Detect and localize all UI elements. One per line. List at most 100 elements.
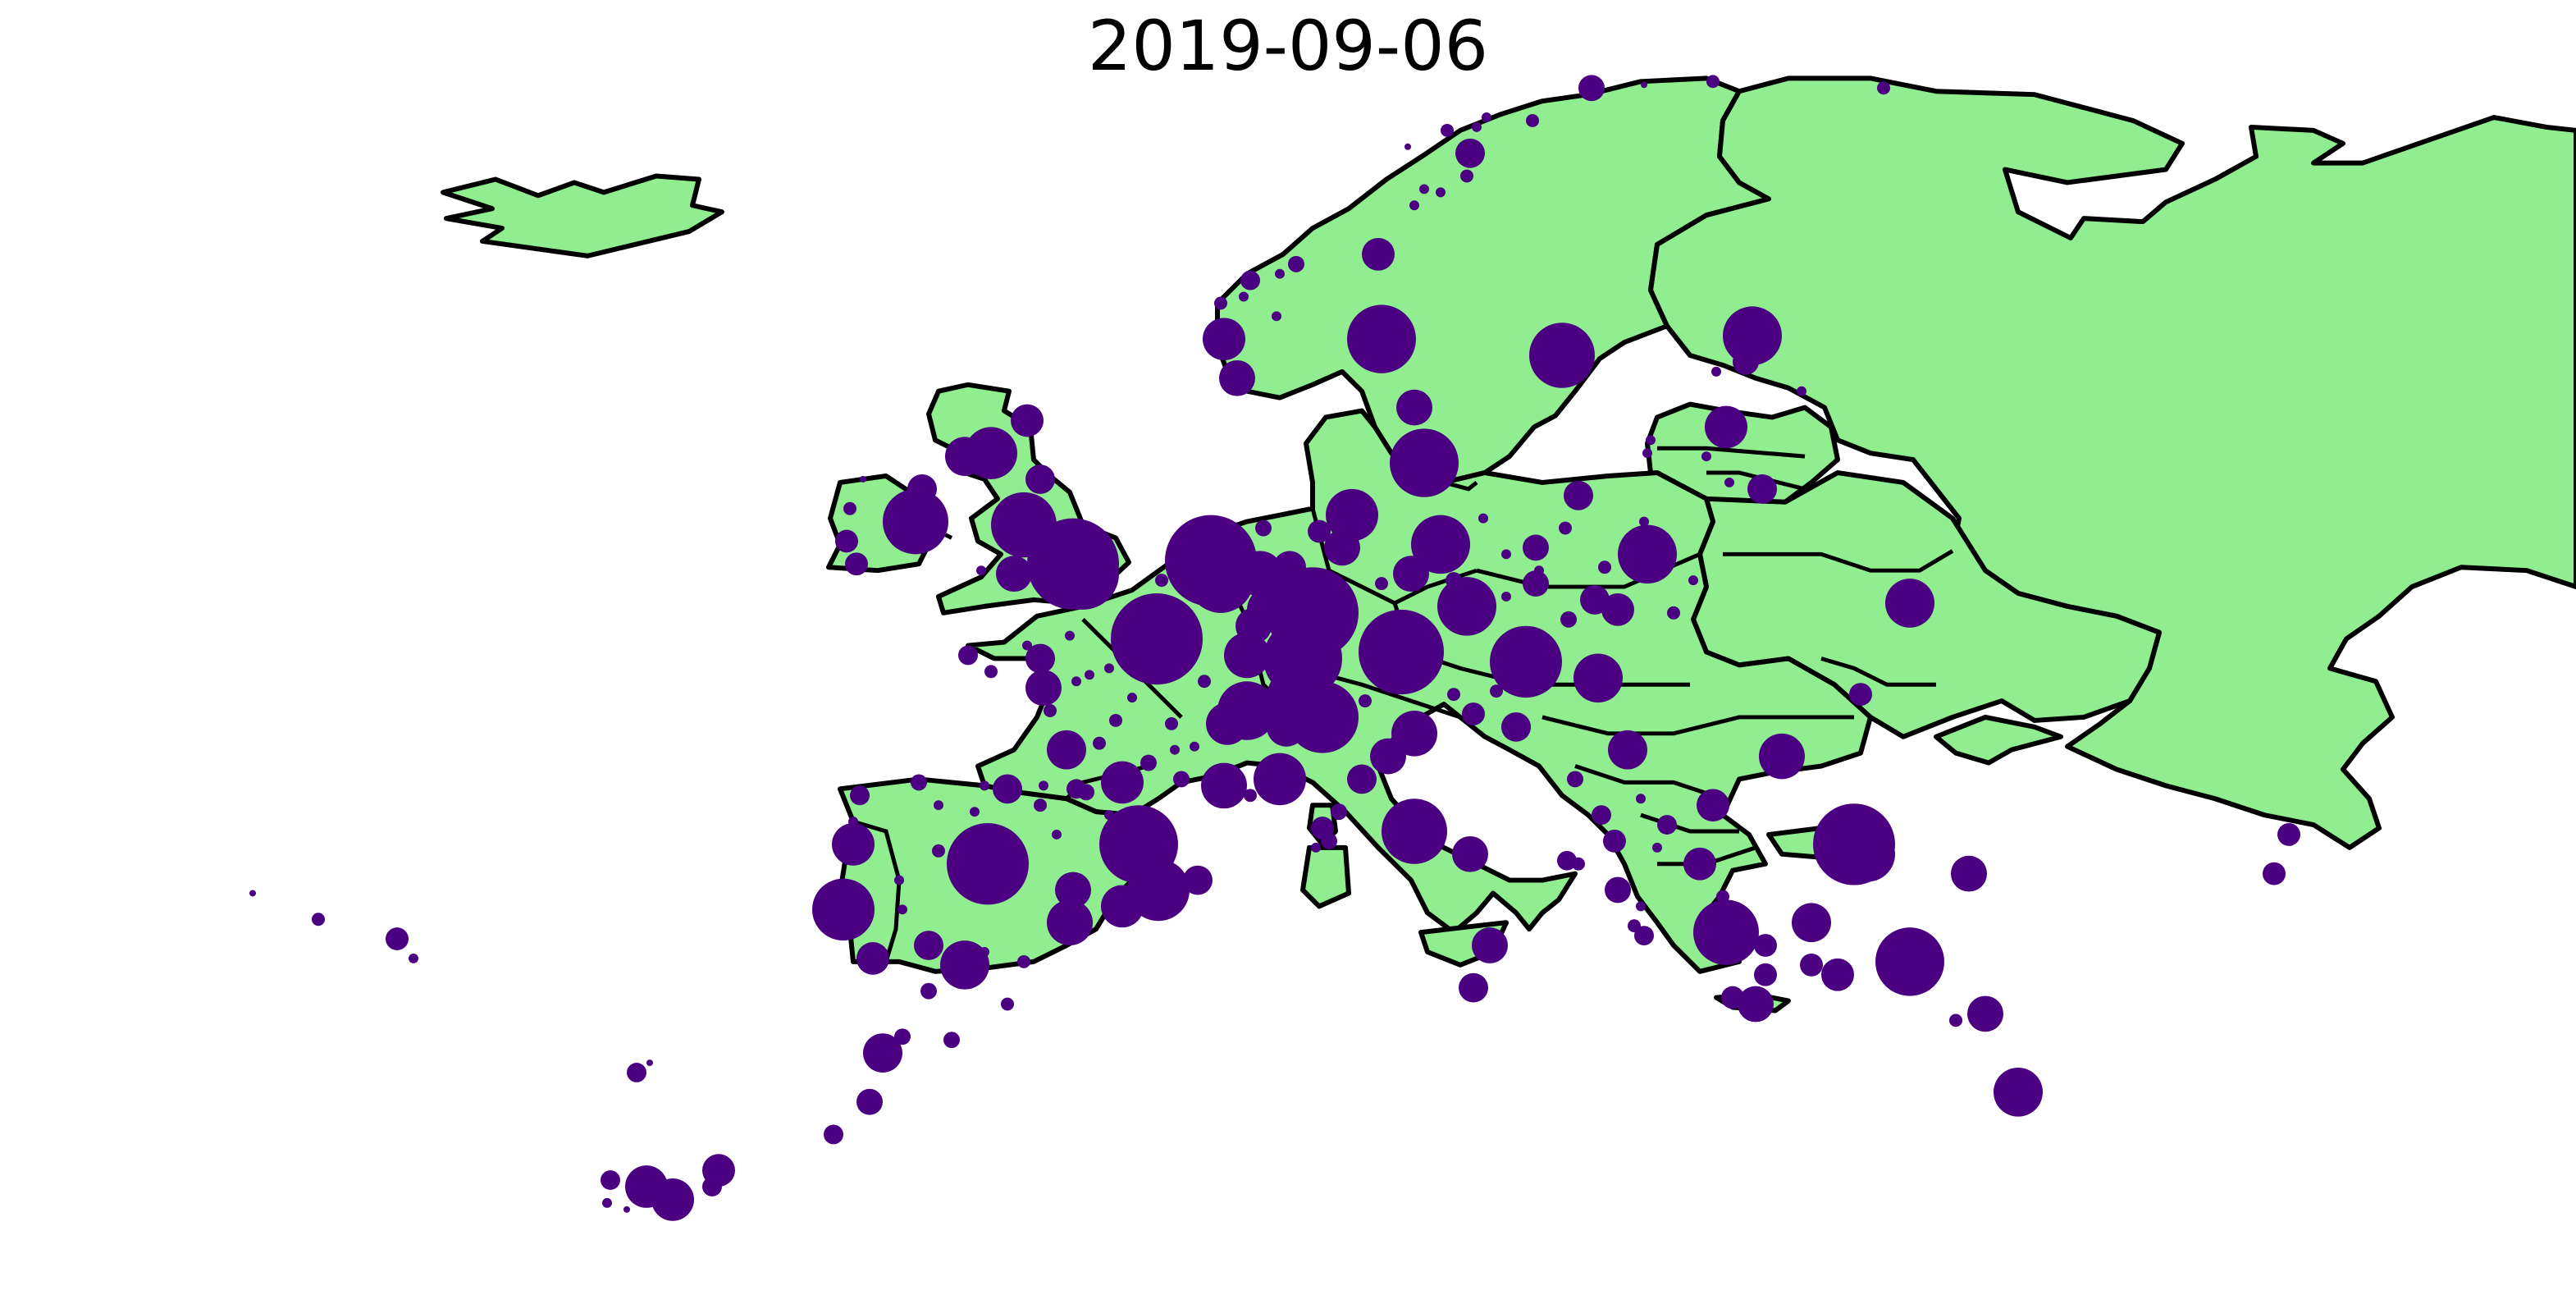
map-marker <box>1605 876 1631 904</box>
map-marker <box>1683 847 1716 881</box>
map-marker <box>894 875 904 885</box>
land-sardinia <box>1300 844 1351 909</box>
map-marker <box>1603 830 1626 853</box>
map-marker <box>1618 524 1677 584</box>
map-marker <box>1044 704 1057 717</box>
map-marker <box>2263 862 2286 885</box>
map-marker <box>1705 405 1747 449</box>
map-marker <box>1085 670 1094 680</box>
map-marker <box>1697 789 1729 822</box>
border-line <box>1665 324 1724 368</box>
map-marker <box>1601 593 1634 626</box>
map-marker <box>914 931 943 960</box>
map-marker <box>1875 927 1944 996</box>
map-marker <box>1396 389 1432 426</box>
map-marker <box>1419 184 1429 194</box>
map-marker <box>1390 428 1459 497</box>
border-line <box>1820 657 1936 687</box>
map-marker <box>1436 187 1446 198</box>
map-marker <box>1034 798 1047 812</box>
map-marker <box>1308 519 1331 543</box>
map-marker <box>976 565 986 576</box>
border-line <box>1574 764 1724 801</box>
map-marker <box>1025 670 1062 707</box>
map-marker <box>1447 688 1460 702</box>
map-marker <box>1001 997 1014 1011</box>
map-marker <box>1534 565 1544 576</box>
map-marker <box>1173 771 1190 788</box>
map-marker <box>623 1206 630 1213</box>
map-marker <box>1994 1067 2043 1117</box>
map-marker <box>984 665 998 679</box>
map-marker <box>1326 488 1378 542</box>
map-marker <box>1478 513 1488 524</box>
map-marker <box>1052 830 1062 840</box>
map-marker <box>856 942 889 975</box>
map-marker <box>1482 112 1491 122</box>
map-marker <box>1641 81 1647 89</box>
map-marker <box>932 844 945 858</box>
map-marker <box>1849 683 1872 707</box>
map-marker <box>845 552 868 576</box>
map-marker <box>934 800 943 811</box>
map-marker <box>1170 744 1180 755</box>
map-marker <box>1324 529 1360 566</box>
map-marker <box>1573 653 1623 703</box>
map-marker <box>1214 296 1227 310</box>
border-line <box>1312 669 1461 720</box>
border-line <box>1706 470 1806 492</box>
map-marker <box>860 475 866 483</box>
map-marker <box>1598 560 1611 574</box>
map-marker <box>1111 593 1203 685</box>
map-marker <box>1071 676 1081 687</box>
map-marker <box>1237 551 1283 597</box>
map-marker <box>1275 268 1285 279</box>
map-marker <box>1529 323 1595 388</box>
map-marker <box>1267 707 1306 747</box>
map-marker <box>1393 556 1429 593</box>
border-line <box>1443 480 1478 492</box>
map-marker <box>993 774 1022 804</box>
map-marker <box>1373 660 1383 670</box>
map-marker <box>1273 551 1306 584</box>
map-marker <box>1219 359 1255 396</box>
map-marker <box>1501 711 1531 742</box>
map-marker <box>1331 803 1347 821</box>
map-marker <box>602 1197 612 1208</box>
map-marker <box>850 785 870 806</box>
map-marker <box>980 780 989 791</box>
map-marker <box>1490 684 1503 698</box>
map-marker <box>1047 538 1119 610</box>
map-marker <box>1797 386 1806 396</box>
map-title: 2019-09-06 <box>1087 6 1489 86</box>
map-marker <box>843 501 856 515</box>
map-marker <box>1101 761 1144 804</box>
map-marker <box>958 645 978 666</box>
map-marker <box>1404 143 1411 150</box>
map-marker <box>1165 716 1178 730</box>
map-marker <box>1441 123 1454 137</box>
map-marker <box>1560 611 1577 628</box>
map-marker <box>1321 832 1337 849</box>
map-marker <box>1244 789 1257 803</box>
map-marker <box>651 1178 694 1221</box>
map-marker <box>1628 919 1641 933</box>
map-marker <box>856 1088 883 1115</box>
map-marker <box>1286 681 1359 753</box>
land-finland-russia <box>1648 75 2576 850</box>
border-line <box>1723 549 1954 573</box>
map-marker <box>1639 516 1649 527</box>
map-marker <box>1724 477 1734 487</box>
map-marker <box>1490 625 1562 698</box>
map-marker <box>1347 764 1377 794</box>
map-marker <box>1375 577 1388 591</box>
map-marker <box>1877 81 1890 95</box>
map-marker <box>832 823 875 866</box>
map-marker <box>1636 901 1646 912</box>
map-marker <box>312 913 325 927</box>
map-marker <box>1155 574 1168 588</box>
map-marker <box>835 529 858 553</box>
map-marker <box>1523 534 1549 561</box>
map-marker <box>1567 771 1583 788</box>
map-marker <box>1459 972 1488 1003</box>
